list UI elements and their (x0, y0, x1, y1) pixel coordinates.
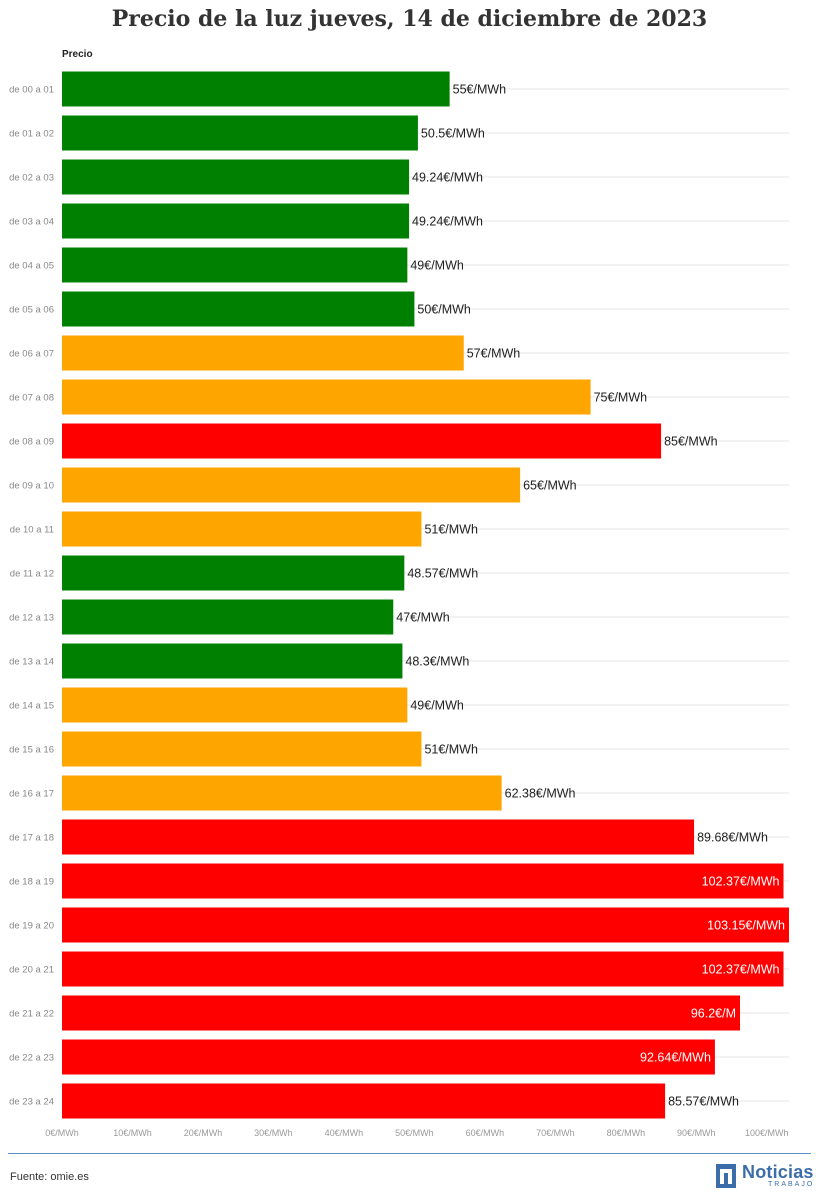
category-label: de 19 a 20 (9, 921, 54, 932)
price-bar (62, 71, 450, 107)
x-tick-label: 10€/MWh (113, 1128, 152, 1138)
value-label: 50€/MWh (417, 303, 471, 317)
value-label: 47€/MWh (396, 611, 450, 625)
value-label: 65€/MWh (523, 479, 577, 493)
price-bar (62, 555, 405, 591)
category-label: de 14 a 15 (9, 701, 54, 712)
price-bar (62, 731, 422, 767)
category-label: de 23 a 24 (9, 1097, 54, 1108)
x-tick-label: 40€/MWh (325, 1128, 364, 1138)
value-label: 49€/MWh (410, 699, 464, 713)
price-bar (62, 995, 741, 1031)
category-label: de 20 a 21 (9, 965, 54, 976)
price-bar (62, 423, 662, 459)
category-label: de 01 a 02 (9, 129, 54, 140)
category-label: de 22 a 23 (9, 1053, 54, 1064)
logo-name: Noticias (742, 1162, 814, 1182)
category-label: de 16 a 17 (9, 789, 54, 800)
x-tick-label: 100€/MWh (745, 1128, 789, 1138)
price-bar (62, 1039, 715, 1075)
price-bar (62, 643, 403, 679)
price-bar (62, 159, 410, 195)
category-label: de 07 a 08 (9, 393, 54, 404)
value-label: 85.57€/MWh (668, 1095, 739, 1109)
value-label: 48.57€/MWh (407, 567, 478, 581)
category-label: de 00 a 01 (9, 85, 54, 96)
x-tick-label: 50€/MWh (395, 1128, 434, 1138)
chart-title: Precio de la luz jueves, 14 de diciembre… (111, 6, 708, 32)
category-label: de 11 a 12 (10, 569, 54, 580)
category-label: de 05 a 06 (9, 305, 54, 316)
value-label: 89.68€/MWh (697, 831, 768, 845)
price-bar (62, 291, 415, 327)
value-label: 62.38€/MWh (505, 787, 576, 801)
price-bar (62, 819, 695, 855)
category-label: de 09 a 10 (9, 481, 54, 492)
footer-divider (8, 1153, 811, 1154)
value-label: 103.15€/MWh (707, 919, 785, 933)
value-label: 85€/MWh (664, 435, 718, 449)
brand-logo: Noticias TRABAJO (716, 1162, 816, 1192)
value-label: 57€/MWh (467, 347, 521, 361)
source-note: Fuente: omie.es (10, 1171, 89, 1183)
price-bar (62, 951, 784, 987)
value-label: 49€/MWh (410, 259, 464, 273)
x-tick-label: 20€/MWh (184, 1128, 223, 1138)
price-bar (62, 775, 502, 811)
x-tick-label: 0€/MWh (45, 1128, 79, 1138)
category-label: de 10 a 11 (10, 525, 54, 536)
price-bar (62, 1083, 666, 1119)
price-bar (62, 247, 408, 283)
y-axis-label: Precio (62, 49, 93, 60)
logo-subtitle: TRABAJO (768, 1181, 815, 1188)
price-bar (62, 115, 418, 151)
value-label: 48.3€/MWh (405, 655, 469, 669)
value-label: 102.37€/MWh (702, 963, 780, 977)
category-label: de 08 a 09 (9, 437, 54, 448)
price-bar (62, 907, 789, 943)
x-tick-label: 70€/MWh (536, 1128, 575, 1138)
category-label: de 06 a 07 (9, 349, 54, 360)
category-label: de 21 a 22 (9, 1009, 54, 1020)
bar-chart: Precio de 00 a 01 55€/MWh de 01 a 02 50.5€/M… (9, 49, 789, 1138)
value-label: 92.64€/MWh (640, 1051, 711, 1065)
price-bar (62, 687, 408, 723)
x-tick-label: 80€/MWh (607, 1128, 646, 1138)
category-label: de 03 a 04 (9, 217, 54, 228)
price-bar (62, 467, 521, 503)
price-bar (62, 511, 422, 547)
price-bar (62, 203, 410, 239)
category-label: de 12 a 13 (9, 613, 54, 624)
value-label: 51€/MWh (424, 743, 478, 757)
category-label: de 13 a 14 (9, 657, 54, 668)
price-bar (62, 379, 591, 415)
x-tick-label: 30€/MWh (254, 1128, 293, 1138)
category-label: de 15 a 16 (9, 745, 54, 756)
x-tick-label: 60€/MWh (466, 1128, 505, 1138)
category-label: de 17 a 18 (9, 833, 54, 844)
value-label: 96.2€/M (691, 1007, 736, 1021)
value-label: 102.37€/MWh (702, 875, 780, 889)
value-label: 49.24€/MWh (412, 171, 483, 185)
category-label: de 02 a 03 (9, 173, 54, 184)
value-label: 49.24€/MWh (412, 215, 483, 229)
value-label: 55€/MWh (453, 83, 507, 97)
value-label: 51€/MWh (424, 523, 478, 537)
x-tick-label: 90€/MWh (677, 1128, 716, 1138)
value-label: 50.5€/MWh (421, 127, 485, 141)
price-bar (62, 335, 464, 371)
category-label: de 18 a 19 (9, 877, 54, 888)
noticias-logo-icon (716, 1164, 736, 1188)
category-label: de 04 a 05 (9, 261, 54, 272)
value-label: 75€/MWh (594, 391, 648, 405)
price-bar (62, 599, 394, 635)
price-bar (62, 863, 784, 899)
